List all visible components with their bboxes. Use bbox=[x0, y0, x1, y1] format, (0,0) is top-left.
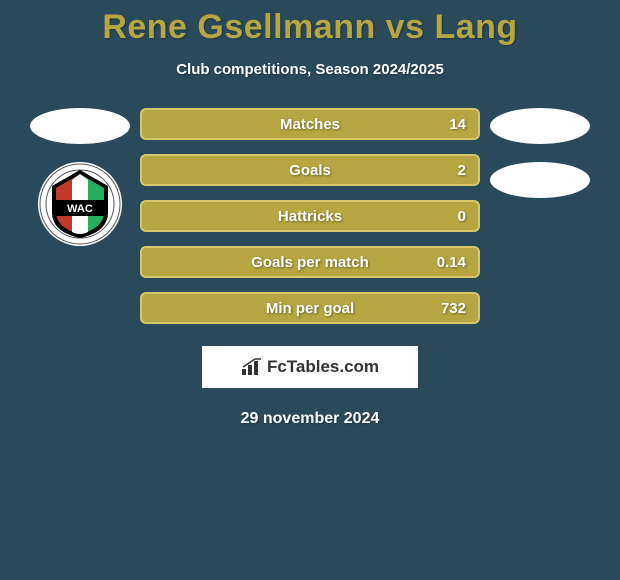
stat-bar-goals-per-match: Goals per match 0.14 bbox=[140, 246, 480, 278]
page-title: Rene Gsellmann vs Lang bbox=[0, 8, 620, 47]
brand-chart-icon bbox=[241, 358, 263, 376]
infographic-container: Rene Gsellmann vs Lang Club competitions… bbox=[0, 0, 620, 428]
stat-value-right: 0.14 bbox=[437, 254, 466, 271]
stat-bar-goals: Goals 2 bbox=[140, 154, 480, 186]
club-badge-icon: WAC bbox=[30, 162, 130, 246]
stat-bar-matches: Matches 14 bbox=[140, 108, 480, 140]
stat-label: Matches bbox=[280, 116, 340, 133]
comparison-layout: WAC Matches 14 Goals 2 Hattricks 0 Goals… bbox=[0, 108, 620, 324]
player1-avatar-placeholder bbox=[30, 108, 130, 144]
svg-text:WAC: WAC bbox=[67, 203, 93, 215]
stat-label: Goals per match bbox=[251, 254, 369, 271]
stat-value-right: 0 bbox=[458, 208, 466, 225]
brand-box: FcTables.com bbox=[202, 346, 418, 388]
date-text: 29 november 2024 bbox=[0, 410, 620, 428]
stats-column: Matches 14 Goals 2 Hattricks 0 Goals per… bbox=[140, 108, 480, 324]
stat-bar-hattricks: Hattricks 0 bbox=[140, 200, 480, 232]
page-subtitle: Club competitions, Season 2024/2025 bbox=[0, 61, 620, 78]
stat-label: Hattricks bbox=[278, 208, 342, 225]
player1-club-logo: WAC bbox=[30, 162, 130, 246]
left-player-col: WAC bbox=[30, 108, 130, 246]
stat-label: Min per goal bbox=[266, 300, 354, 317]
stat-bar-min-per-goal: Min per goal 732 bbox=[140, 292, 480, 324]
right-player-col bbox=[490, 108, 590, 198]
stat-value-right: 2 bbox=[458, 162, 466, 179]
stat-value-right: 732 bbox=[441, 300, 466, 317]
stat-label: Goals bbox=[289, 162, 331, 179]
player2-club-placeholder bbox=[490, 162, 590, 198]
brand-text: FcTables.com bbox=[267, 357, 379, 377]
player2-avatar-placeholder bbox=[490, 108, 590, 144]
stat-value-right: 14 bbox=[449, 116, 466, 133]
